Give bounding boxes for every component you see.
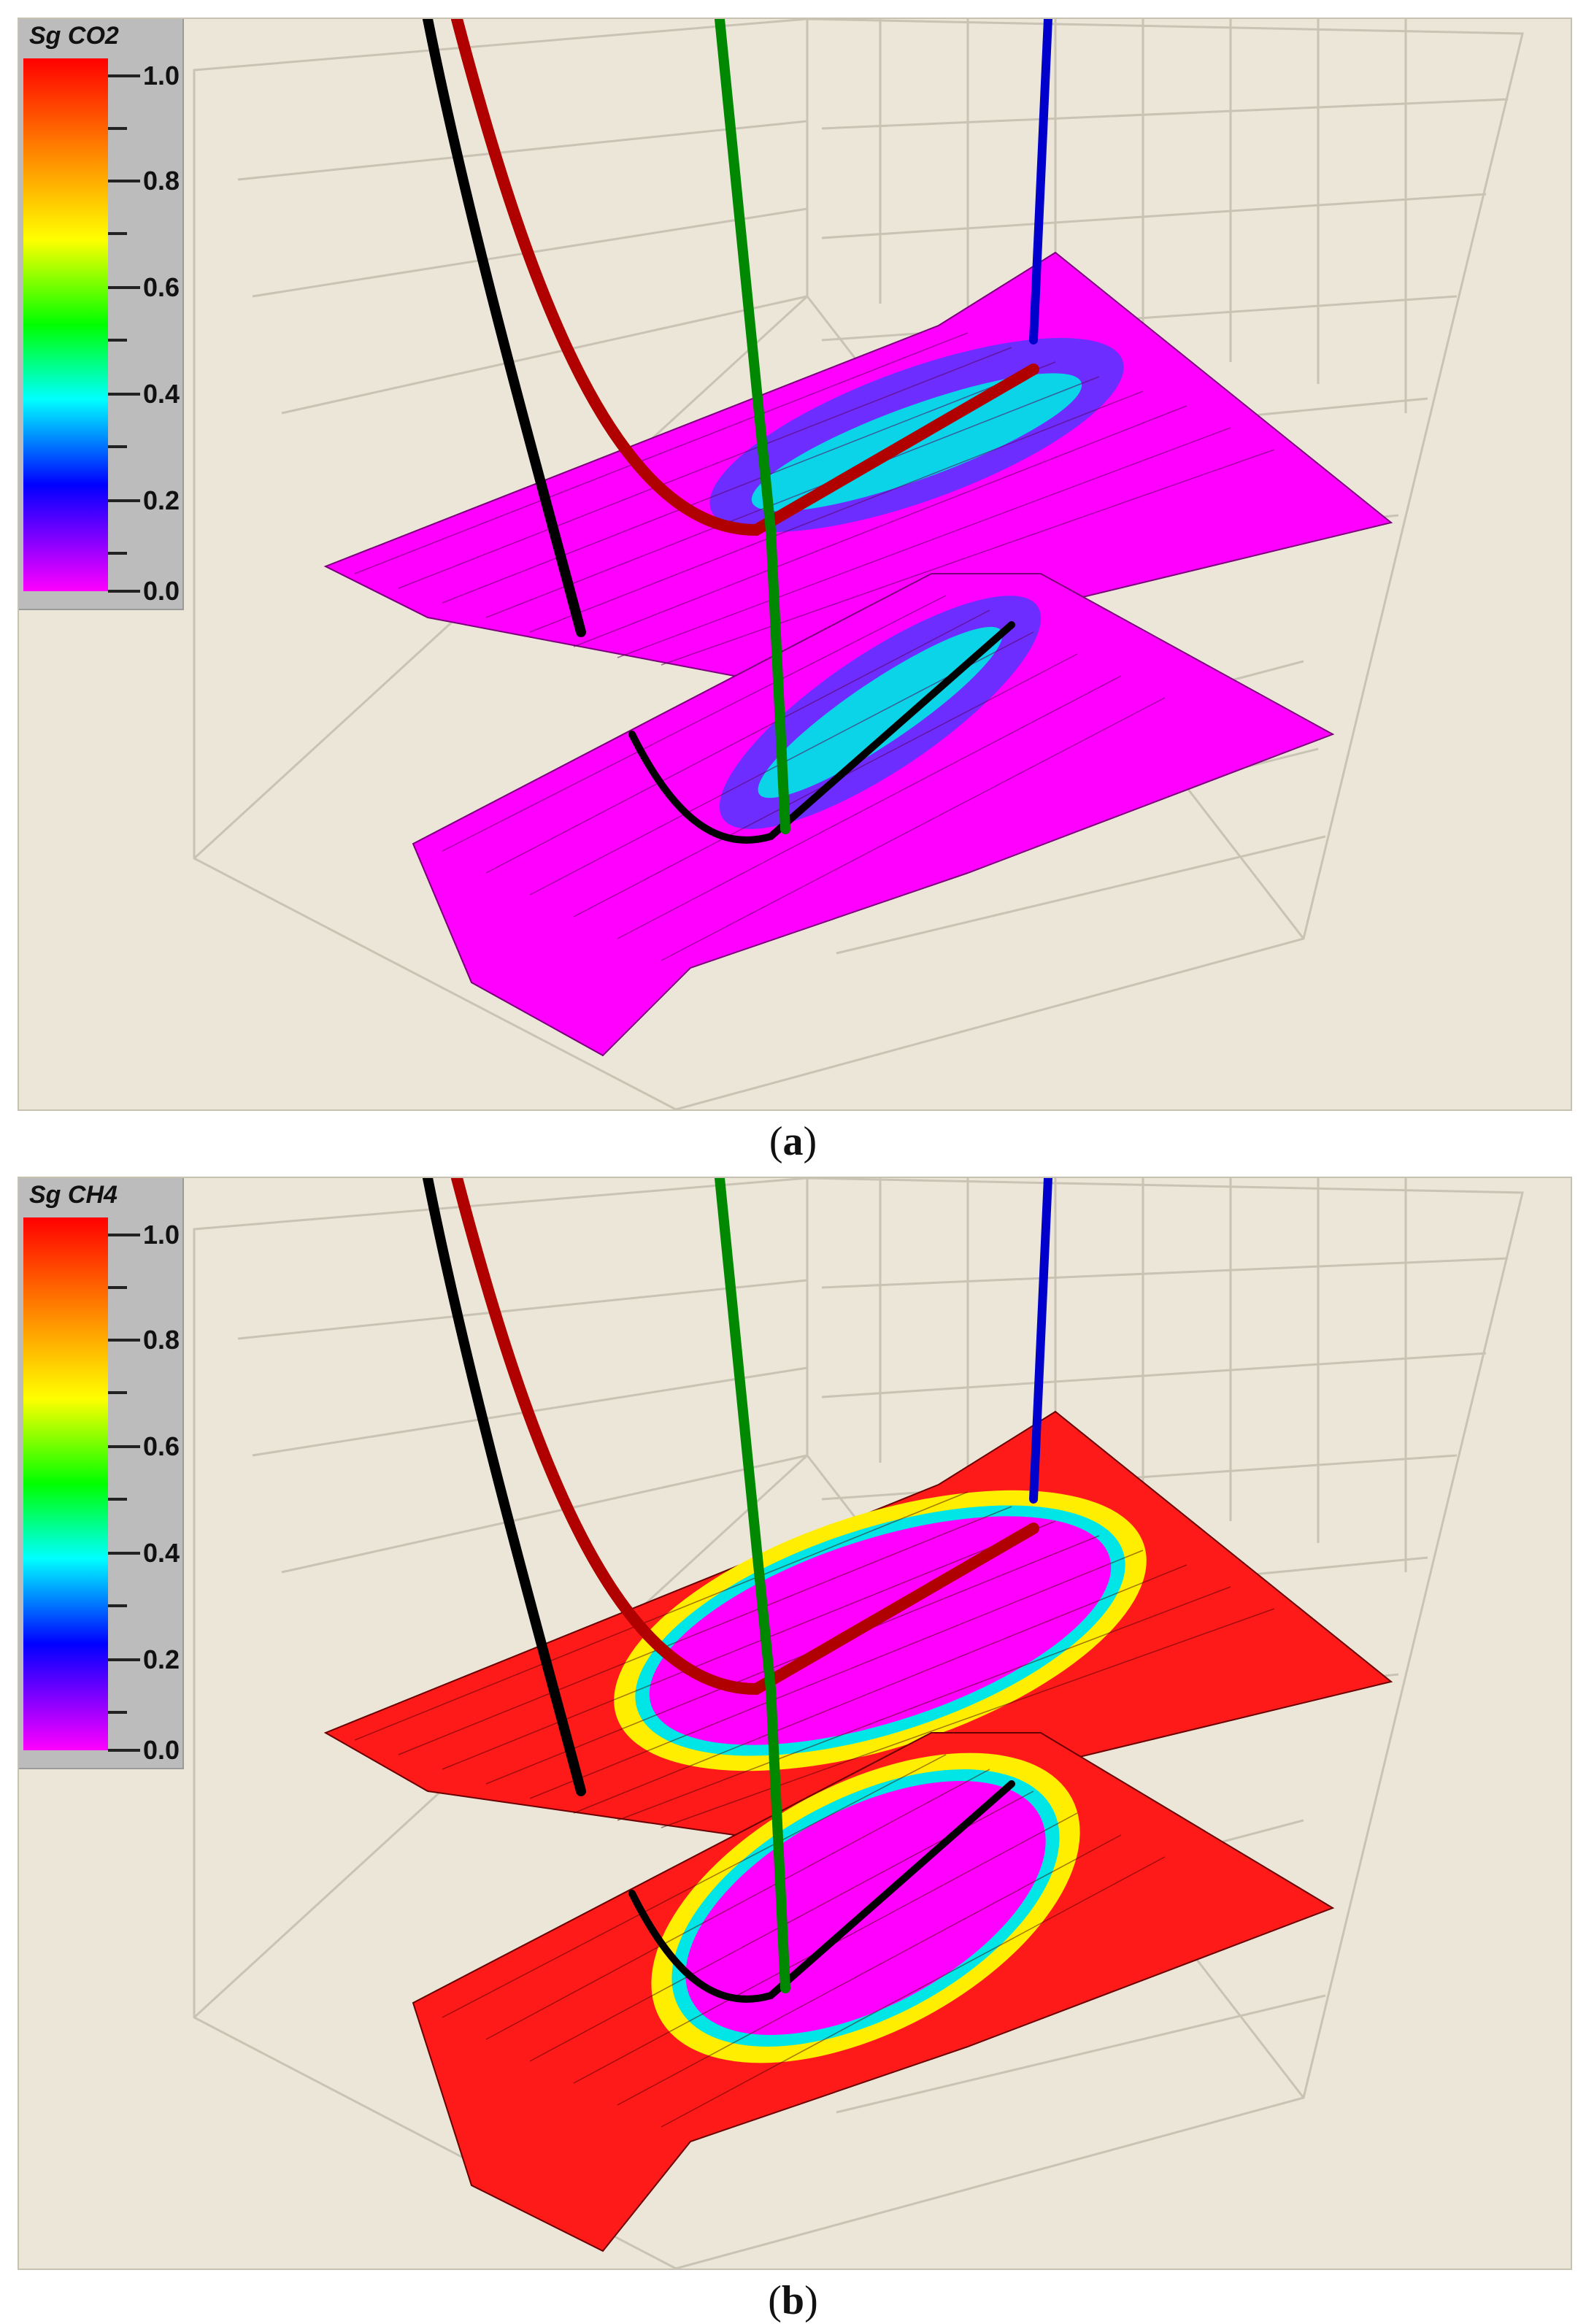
tick-label-1-0: 1.0 bbox=[143, 61, 180, 91]
tick-label-0-2: 0.2 bbox=[143, 485, 180, 515]
colorbar-legend-b: Sg CH4 1.0 0.8 0.6 0.4 0.2 0.0 bbox=[19, 1178, 184, 1769]
tick-label-0-8: 0.8 bbox=[143, 166, 180, 196]
well-black-upper bbox=[423, 1178, 586, 1796]
upper-mesh-lines bbox=[354, 1491, 1275, 1828]
well-red bbox=[451, 1178, 1039, 1696]
well-green bbox=[715, 19, 790, 834]
well-black-lower bbox=[628, 1780, 1015, 2003]
colorbar-gradient bbox=[23, 58, 108, 591]
caption-b: (b) bbox=[768, 2278, 818, 2323]
tick-label-1-0: 1.0 bbox=[143, 1220, 180, 1250]
tick-label-0-6: 0.6 bbox=[143, 1431, 180, 1461]
colorbar-gradient bbox=[23, 1217, 108, 1750]
legend-title: Sg CO2 bbox=[29, 22, 119, 50]
upper-mesh-lines bbox=[354, 332, 1275, 666]
well-red bbox=[451, 19, 1039, 536]
well-green bbox=[715, 1178, 790, 1993]
tick-label-0-0: 0.0 bbox=[143, 1735, 180, 1765]
well-trajectories bbox=[423, 19, 1052, 844]
well-black-upper bbox=[423, 19, 586, 637]
tick-label-0-0: 0.0 bbox=[143, 576, 180, 606]
tick-label-0-4: 0.4 bbox=[143, 1538, 180, 1568]
colorbar-legend-a: Sg CO2 1.0 0.8 0.6 0.4 0.2 0.0 bbox=[19, 19, 184, 610]
well-trajectories bbox=[423, 1178, 1052, 2003]
legend-title: Sg CH4 bbox=[29, 1181, 118, 1209]
well-blue bbox=[1029, 19, 1052, 345]
well-blue bbox=[1029, 1178, 1052, 1504]
tick-label-0-4: 0.4 bbox=[143, 379, 180, 409]
well-black-lower bbox=[628, 621, 1015, 844]
tick-label-0-6: 0.6 bbox=[143, 272, 180, 302]
caption-a: (a) bbox=[769, 1119, 817, 1164]
tick-label-0-8: 0.8 bbox=[143, 1325, 180, 1355]
panel-b-3d-view: Sg CH4 1.0 0.8 0.6 0.4 0.2 0.0 bbox=[18, 1177, 1572, 2270]
tick-label-0-2: 0.2 bbox=[143, 1644, 180, 1674]
panel-a-3d-view: Sg CO2 1.0 0.8 0.6 0.4 0.2 0.0 bbox=[18, 18, 1572, 1111]
panel-b-scene bbox=[193, 1178, 1524, 2269]
panel-a-scene bbox=[193, 19, 1524, 1109]
